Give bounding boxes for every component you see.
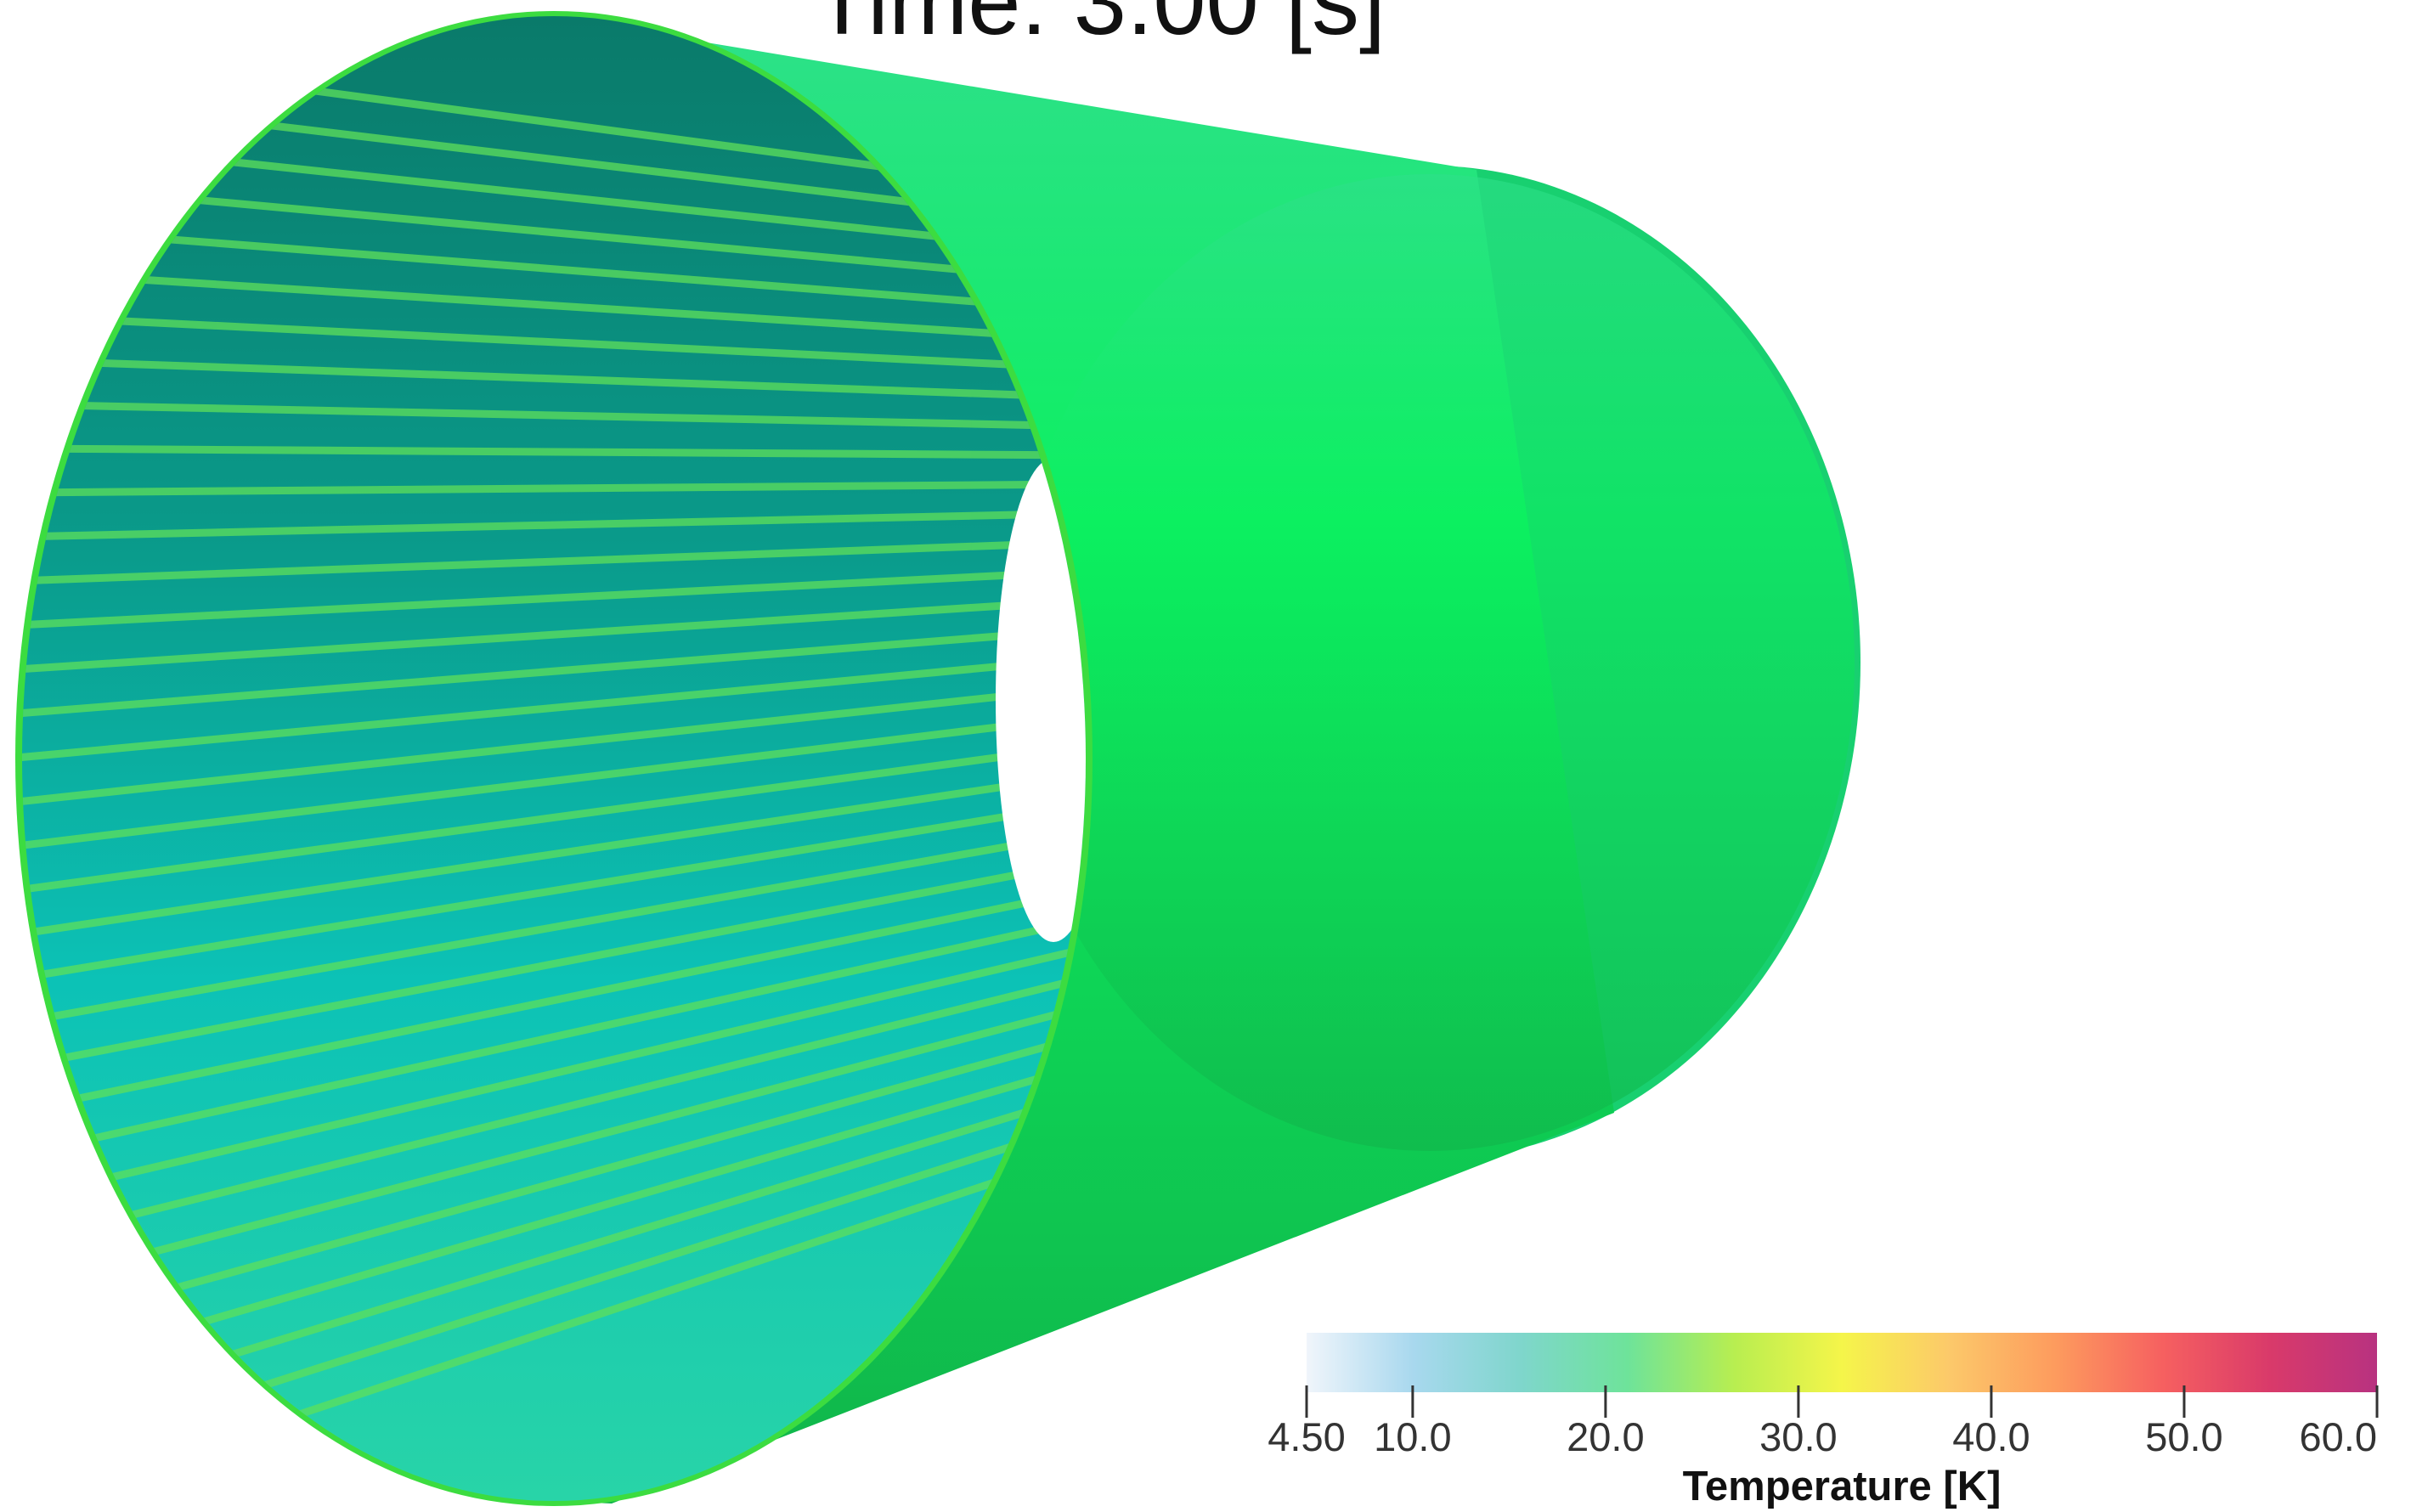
colorbar: Temperature [K] 4.50 10.0 20.0 30.0 40.0 50.0… — [1268, 1333, 2377, 1509]
tick-label: 20.0 — [1567, 1414, 1644, 1459]
tick-label: 30.0 — [1759, 1414, 1837, 1459]
tick-label: 50.0 — [2145, 1414, 2222, 1459]
tick-label: 40.0 — [1952, 1414, 2030, 1459]
title: Time: 3.00 [s] — [813, 0, 1386, 54]
tick-label: 10.0 — [1374, 1414, 1451, 1459]
render-view: Time: 3.00 [s] Temperature [K] 4.50 10.0 2… — [0, 0, 2411, 1512]
colorbar-ramp — [1307, 1333, 2377, 1392]
back-shade — [1005, 174, 1855, 1151]
colorbar-label: Temperature [K] — [1683, 1464, 2002, 1509]
cylinder — [15, 11, 1860, 1509]
tick-label: 60.0 — [2300, 1414, 2377, 1459]
tick-label: 4.50 — [1268, 1414, 1345, 1459]
